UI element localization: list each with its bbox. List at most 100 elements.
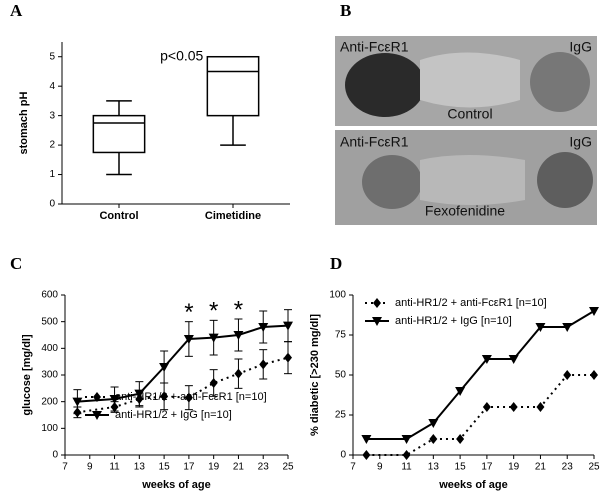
series-line: [366, 374, 594, 456]
x-tick-label: 15: [455, 462, 467, 473]
marker: [482, 402, 491, 412]
marker: [481, 355, 492, 364]
x-tick-label: 7: [350, 462, 356, 473]
x-tick-label: 9: [87, 462, 93, 473]
y-tick-label: 600: [41, 290, 58, 301]
marker: [509, 402, 518, 412]
y-tick-label: 5: [49, 51, 55, 62]
marker: [455, 387, 466, 396]
series-line: [77, 356, 289, 414]
image-label: Anti-FcεR1: [340, 134, 409, 150]
y-tick-label: 2: [49, 140, 55, 151]
x-axis-label: weeks of age: [141, 479, 210, 491]
marker: [233, 331, 244, 340]
image-caption: Control: [447, 106, 492, 122]
significance: *: [234, 296, 243, 323]
marker: [72, 397, 83, 407]
marker: [259, 359, 268, 370]
legend-marker: [92, 411, 102, 420]
y-tick-label: 0: [340, 450, 346, 461]
x-tick-label: Control: [99, 210, 138, 222]
y-tick-label: 50: [335, 370, 347, 381]
panel-b: B Anti-FcεR1 IgG Control Anti-FcεR1 IgG …: [335, 1, 597, 225]
marker: [536, 402, 545, 412]
marker: [283, 321, 293, 331]
y-tick-label: 4: [49, 81, 55, 92]
series-line: [366, 310, 595, 440]
legend-marker: [93, 392, 101, 402]
y-tick-label: 0: [49, 199, 55, 210]
x-tick-label: 23: [258, 462, 270, 473]
marker: [590, 370, 598, 380]
image-caption: Fexofenidine: [425, 203, 505, 219]
stain: [362, 155, 422, 209]
x-tick-label: 13: [134, 462, 146, 473]
marker: [361, 435, 372, 444]
marker: [456, 434, 465, 444]
panel-label: A: [10, 1, 23, 20]
y-tick-label: 200: [41, 396, 58, 407]
y-tick-label: 300: [41, 370, 58, 381]
x-tick-label: 23: [562, 462, 574, 473]
image-label: IgG: [569, 134, 592, 150]
x-tick-label: 17: [183, 462, 195, 473]
tissue: [420, 155, 525, 205]
marker: [402, 450, 411, 460]
marker: [184, 392, 193, 403]
panel-label: C: [10, 254, 22, 273]
marker: [284, 352, 292, 363]
marker: [562, 323, 573, 332]
marker: [535, 323, 546, 332]
image-label: IgG: [569, 39, 592, 55]
annotation: p<0.05: [160, 47, 203, 63]
y-tick-label: 100: [329, 290, 346, 301]
legend-label: anti-HR1/2 + anti-FcεR1 [n=10]: [395, 297, 547, 309]
marker: [362, 450, 371, 460]
marker: [234, 368, 243, 379]
marker: [589, 307, 599, 316]
x-tick-label: 19: [508, 462, 520, 473]
marker: [134, 389, 145, 399]
marker: [428, 419, 439, 428]
stain: [345, 53, 425, 117]
x-tick-label: 21: [535, 462, 547, 473]
y-tick-label: 1: [49, 169, 55, 180]
x-tick-label: 7: [62, 462, 68, 473]
tissue: [420, 52, 520, 108]
significance: *: [184, 299, 193, 326]
x-tick-label: Cimetidine: [205, 210, 261, 222]
marker: [208, 333, 219, 343]
marker: [401, 435, 412, 444]
legend-label: anti-HR1/2 + anti-FcεR1 [n=10]: [115, 391, 267, 403]
x-tick-label: 11: [401, 462, 412, 473]
x-tick-label: 25: [588, 462, 600, 473]
marker: [160, 391, 169, 402]
marker: [258, 323, 269, 332]
y-tick-label: 0: [52, 450, 58, 461]
legend-marker: [373, 298, 381, 308]
x-tick-label: 19: [208, 462, 220, 473]
stain: [537, 152, 593, 208]
x-tick-label: 17: [481, 462, 493, 473]
marker: [183, 335, 194, 344]
x-tick-label: 25: [282, 462, 294, 473]
marker: [563, 370, 572, 380]
y-axis-label: glucose [mg/dl]: [21, 334, 33, 416]
y-tick-label: 3: [49, 110, 55, 121]
y-tick-label: 100: [41, 423, 58, 434]
y-tick-label: 400: [41, 343, 58, 354]
box: [92, 114, 146, 154]
x-tick-label: 11: [109, 462, 120, 473]
marker: [429, 434, 438, 444]
x-tick-label: 9: [377, 462, 383, 473]
panel-label: D: [330, 254, 342, 273]
y-tick-label: 25: [335, 410, 347, 421]
marker: [109, 395, 120, 404]
marker: [209, 378, 218, 388]
x-axis-label: weeks of age: [438, 479, 507, 491]
y-axis-label: % diabetic [>230 mg/dl]: [309, 314, 321, 436]
y-tick-label: 500: [41, 316, 58, 327]
y-axis-label: stomach pH: [18, 91, 30, 154]
panel-label: B: [340, 1, 351, 20]
